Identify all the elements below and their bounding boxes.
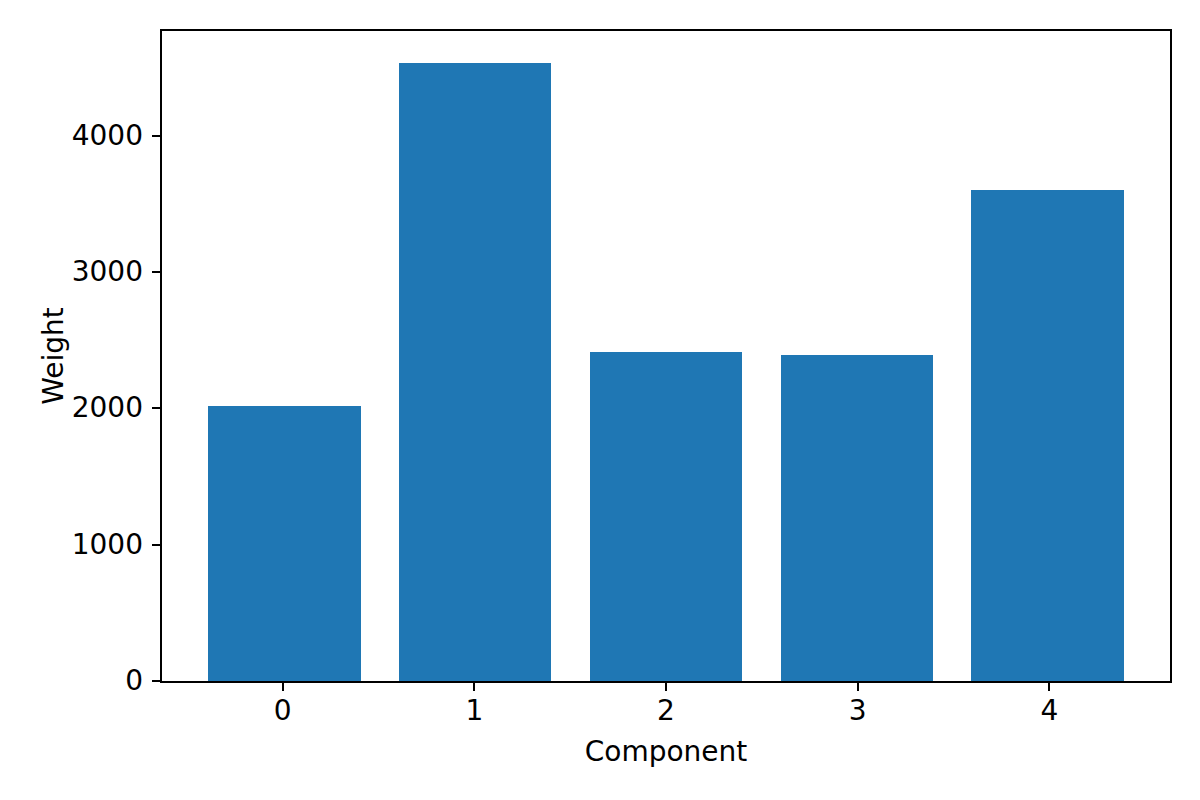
plot-area bbox=[160, 29, 1172, 683]
x-axis-label: Component bbox=[160, 738, 1172, 766]
bar-component-4 bbox=[971, 190, 1124, 681]
y-tick-label: 4000 bbox=[72, 122, 143, 150]
bar-component-0 bbox=[208, 406, 361, 681]
y-tick-mark bbox=[152, 135, 160, 137]
y-tick-label: 1000 bbox=[72, 531, 143, 559]
bar-component-1 bbox=[399, 63, 552, 681]
y-tick-label: 2000 bbox=[72, 394, 143, 422]
bar-component-3 bbox=[781, 355, 934, 681]
y-tick-mark bbox=[152, 544, 160, 546]
x-tick-label: 4 bbox=[1040, 697, 1058, 725]
y-axis-ticks: 01000200030004000 bbox=[0, 31, 160, 681]
x-tick-mark bbox=[282, 683, 284, 691]
x-tick-mark bbox=[473, 683, 475, 691]
x-tick-label: 0 bbox=[274, 697, 292, 725]
y-tick-label: 0 bbox=[125, 667, 143, 695]
x-tick-mark bbox=[665, 683, 667, 691]
figure: Weight 01000200030004000 01234 Component bbox=[0, 0, 1200, 800]
y-tick-mark bbox=[152, 407, 160, 409]
x-axis-ticks: 0 1 2 3 4 bbox=[160, 683, 1172, 739]
x-tick-label: 1 bbox=[465, 697, 483, 725]
x-tick-mark bbox=[1048, 683, 1050, 691]
x-tick-label: 2 bbox=[657, 697, 675, 725]
y-tick-mark bbox=[152, 271, 160, 273]
y-tick-label: 3000 bbox=[72, 258, 143, 286]
y-tick-mark bbox=[152, 680, 160, 682]
bar-component-2 bbox=[590, 352, 743, 681]
x-tick-mark bbox=[857, 683, 859, 691]
x-tick-label: 3 bbox=[849, 697, 867, 725]
